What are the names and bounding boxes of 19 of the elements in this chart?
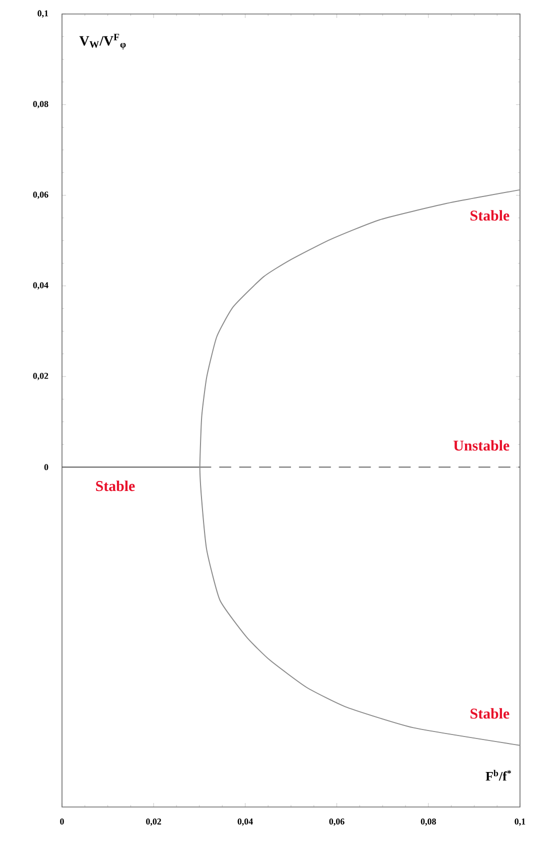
y-axis-title: V$_{W}$/V$^{F}$φ	[79, 34, 126, 50]
y-tick-label: 0,08	[33, 100, 48, 108]
y-tick-label: 0,1	[38, 10, 48, 18]
y-tick-label: 0,04	[33, 282, 48, 290]
annotation: Stable	[470, 210, 510, 221]
annotation: Stable	[470, 708, 510, 719]
annotation: Unstable	[454, 440, 510, 451]
x-tick-label: 0,1	[514, 818, 526, 826]
x-tick-label: 0,06	[329, 818, 344, 826]
annotation: Stable	[96, 480, 135, 492]
y-tick-label: 0,06	[33, 192, 48, 199]
x-axis-title: F$^{b}$/f$^{*}$	[486, 770, 512, 781]
line-series	[199, 189, 521, 746]
x-tick-label: 0	[60, 818, 64, 825]
x-tick-label: 0,08	[420, 818, 436, 826]
x-tick-label: 0,04	[238, 818, 253, 826]
y-tick-label: 0	[44, 464, 48, 470]
y-tick-label: 0,02	[33, 372, 48, 380]
x-tick-label: 0,02	[146, 818, 162, 826]
